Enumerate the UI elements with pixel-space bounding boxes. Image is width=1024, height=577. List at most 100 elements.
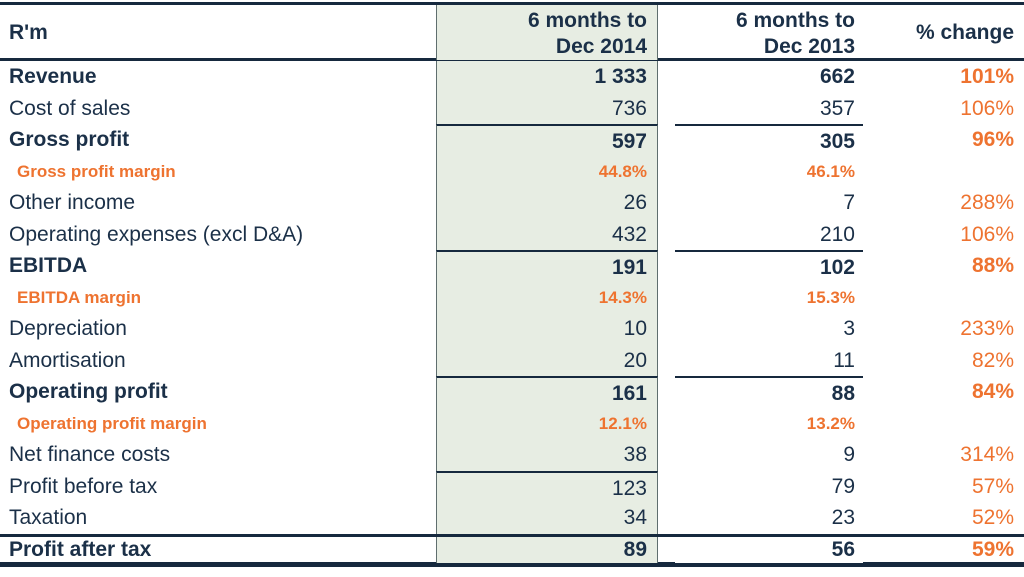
value-2013-cell: 7 <box>843 191 855 214</box>
table-row: EBITDA 191 102 88% <box>0 250 1024 284</box>
change-cell: 288% <box>960 191 1014 214</box>
row-label: Taxation <box>9 506 88 529</box>
value-2013-cell: 357 <box>819 96 855 120</box>
table-row: Operating expenses (excl D&A) 432 210 10… <box>0 218 1024 250</box>
column-gap <box>658 471 675 505</box>
table-row: Profit after tax 89 56 59% <box>0 533 1024 563</box>
column-header-2014-line1: 6 months to <box>528 9 647 32</box>
value-2014-cell: 432 <box>436 218 658 250</box>
row-label: Profit before tax <box>9 474 158 498</box>
change-cell: 88% <box>971 254 1014 277</box>
value-2013-cell: 88 <box>675 376 863 410</box>
column-gap <box>658 282 675 314</box>
column-header-2013-line1: 6 months to <box>736 9 855 32</box>
table-row: Depreciation 10 3 233% <box>0 313 1024 345</box>
row-label: Revenue <box>9 65 97 88</box>
value-2013-cell: 23 <box>831 506 855 529</box>
change-cell: 101% <box>960 65 1014 88</box>
value-2014-cell: 89 <box>436 536 658 563</box>
value-2013-cell: 9 <box>843 443 855 466</box>
column-gap <box>658 313 675 345</box>
table-row: Amortisation 20 11 82% <box>0 344 1024 377</box>
column-gap <box>658 124 675 158</box>
change-cell: 233% <box>960 317 1014 340</box>
value-2013-cell: 15.3% <box>806 287 855 307</box>
column-header-2014-line2: Dec 2014 <box>555 35 647 58</box>
column-gap <box>658 439 675 471</box>
change-cell <box>863 156 1024 188</box>
row-label: Net finance costs <box>9 443 171 466</box>
table-body: Revenue 1 333 662 101% Cost of sales 736… <box>0 61 1024 563</box>
row-label: Amortisation <box>9 348 126 372</box>
table-row: Gross profit margin 44.8% 46.1% <box>0 155 1024 188</box>
row-label: Operating expenses (excl D&A) <box>9 222 304 246</box>
value-2013-cell: 305 <box>675 124 863 158</box>
column-gap <box>658 93 675 125</box>
change-cell: 82% <box>971 348 1014 372</box>
value-2014-cell: 161 <box>436 376 658 410</box>
table-row: Revenue 1 333 662 101% <box>0 61 1024 93</box>
row-label: EBITDA margin <box>17 287 142 307</box>
value-2014-cell: 38 <box>436 439 658 471</box>
column-gap <box>658 345 675 377</box>
table-row: Operating profit 161 88 84% <box>0 376 1024 410</box>
value-2014-cell: 14.3% <box>436 281 658 313</box>
table-row: Taxation 34 23 52% <box>0 502 1024 534</box>
column-header-unit: R'm <box>9 20 48 44</box>
row-label: Gross profit margin <box>17 161 176 181</box>
change-cell: 96% <box>971 128 1014 151</box>
row-label: Gross profit <box>9 128 130 151</box>
table-row: Operating profit margin 12.1% 13.2% <box>0 407 1024 440</box>
value-2013-cell: 11 <box>833 348 855 372</box>
column-gap <box>658 502 675 534</box>
value-2013-cell: 13.2% <box>806 413 855 433</box>
change-cell: 59% <box>971 537 1014 561</box>
value-2013-cell: 662 <box>819 65 855 88</box>
column-gap <box>658 156 675 188</box>
column-gap <box>658 376 675 410</box>
change-cell <box>863 408 1024 440</box>
value-2013-cell: 56 <box>675 536 863 563</box>
table-row: Gross profit 597 305 96% <box>0 124 1024 158</box>
change-cell: 106% <box>960 222 1014 246</box>
column-header-2013: 6 months to Dec 2013 <box>675 5 863 60</box>
column-gap <box>658 537 675 563</box>
value-2013-cell: 210 <box>819 222 855 246</box>
column-gap <box>658 250 675 284</box>
column-gap <box>658 408 675 440</box>
row-label: Cost of sales <box>9 96 131 120</box>
change-cell <box>863 282 1024 314</box>
value-2013-cell: 3 <box>843 317 855 340</box>
value-2013-cell: 79 <box>831 474 855 498</box>
table-header-row: R'm 6 months to Dec 2014 6 months to Dec… <box>0 5 1024 61</box>
change-cell: 57% <box>971 474 1014 498</box>
value-2013-cell: 46.1% <box>806 161 855 181</box>
row-label: Operating profit margin <box>17 413 207 433</box>
column-gap <box>658 187 675 219</box>
change-cell: 84% <box>971 380 1014 403</box>
row-label: Depreciation <box>9 317 127 340</box>
change-cell: 52% <box>971 506 1014 529</box>
value-2014-cell: 191 <box>436 250 658 284</box>
table-row: EBITDA margin 14.3% 15.3% <box>0 281 1024 314</box>
value-2014-cell: 12.1% <box>436 407 658 439</box>
value-2014-cell: 1 333 <box>436 61 658 93</box>
row-label: Operating profit <box>9 380 168 403</box>
value-2014-cell: 10 <box>436 313 658 345</box>
value-2014-cell: 20 <box>436 344 658 376</box>
column-header-2013-line2: Dec 2013 <box>763 35 855 58</box>
value-2014-cell: 44.8% <box>436 155 658 187</box>
value-2014-cell: 736 <box>436 92 658 124</box>
column-header-change: % change <box>915 20 1014 44</box>
table-row: Cost of sales 736 357 106% <box>0 92 1024 125</box>
value-2013-cell: 102 <box>675 250 863 284</box>
change-cell: 314% <box>960 443 1014 466</box>
value-2014-cell: 597 <box>436 124 658 158</box>
table-row: Profit before tax 123 79 57% <box>0 470 1024 505</box>
table-row: Other income 26 7 288% <box>0 187 1024 219</box>
value-2014-cell: 26 <box>436 187 658 219</box>
header-gap <box>658 5 675 60</box>
row-label: EBITDA <box>9 254 88 277</box>
column-gap <box>658 61 675 93</box>
